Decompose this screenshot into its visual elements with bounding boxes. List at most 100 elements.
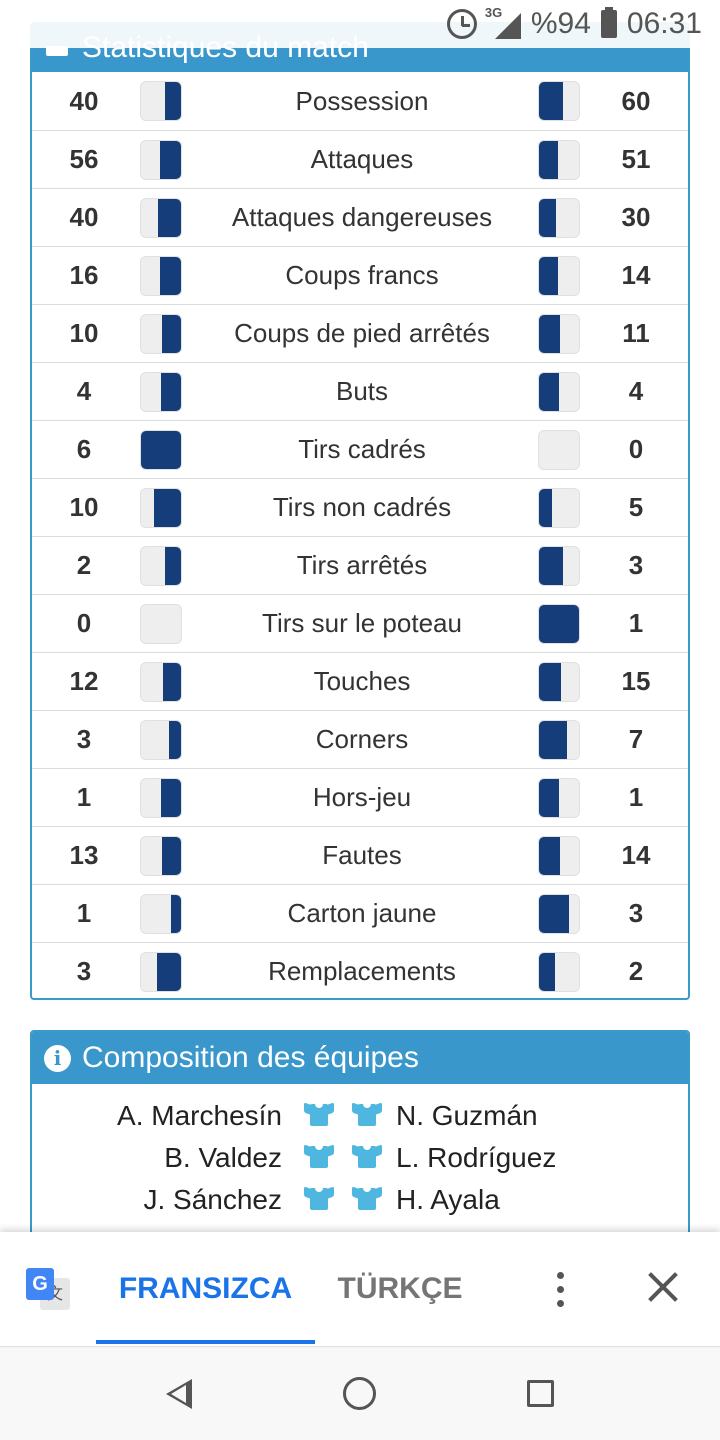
- home-bar: [140, 81, 182, 121]
- away-player-name[interactable]: L. Rodríguez: [396, 1142, 557, 1173]
- stat-label: Tirs arrêtés: [296, 550, 428, 580]
- away-bar: [538, 661, 580, 702]
- back-icon[interactable]: [166, 1379, 192, 1409]
- away-bar: [538, 893, 580, 934]
- away-bar: [538, 777, 580, 818]
- away-bar: [538, 951, 580, 992]
- home-value: 56: [69, 144, 99, 174]
- stat-row: 1 Hors-jeu 1: [32, 768, 688, 826]
- stat-row: 10 Coups de pied arrêtés 11: [32, 304, 688, 362]
- away-value: 0: [628, 434, 644, 464]
- stat-label: Attaques dangereuses: [231, 202, 493, 232]
- home-bar: [140, 661, 182, 702]
- stat-label: Hors-jeu: [312, 782, 412, 812]
- away-player-name[interactable]: H. Ayala: [396, 1184, 500, 1215]
- clock: 06:31: [626, 7, 702, 40]
- stat-row: 16 Coups francs 14: [32, 246, 688, 304]
- away-bar: [538, 487, 580, 528]
- away-value: 11: [622, 318, 650, 348]
- stat-row: 3 Remplacements 2: [32, 942, 688, 998]
- match-stats-card: Statistiques du match 40Possession6056At…: [30, 22, 690, 1000]
- home-player-name[interactable]: B. Valdez: [164, 1142, 282, 1173]
- home-value: 0: [76, 608, 92, 638]
- home-player-name[interactable]: J. Sánchez: [143, 1184, 282, 1215]
- away-bar: [538, 719, 580, 760]
- away-player-name[interactable]: N. Guzmán: [396, 1100, 538, 1131]
- stat-label: Fautes: [322, 840, 402, 870]
- stat-row: 40 Attaques dangereuses 30: [32, 188, 688, 246]
- home-value: 13: [69, 840, 99, 870]
- home-bar: [140, 197, 182, 238]
- home-bar: [140, 893, 182, 934]
- stat-label: Possession: [295, 85, 429, 116]
- away-bar: [538, 603, 580, 644]
- away-bar: [538, 835, 580, 876]
- home-player-name[interactable]: A. Marchesín: [117, 1100, 282, 1131]
- active-tab-indicator: [96, 1340, 315, 1344]
- navigation-bar: [0, 1346, 720, 1440]
- home-value: 2: [76, 550, 92, 580]
- google-translate-icon[interactable]: 文 G: [26, 1268, 70, 1312]
- home-value: 1: [76, 782, 92, 812]
- stat-label: Corners: [315, 724, 409, 754]
- home-bar: [140, 603, 182, 644]
- away-value: 7: [628, 724, 644, 754]
- home-bar: [140, 487, 182, 528]
- stat-row: 4 Buts 4: [32, 362, 688, 420]
- away-value: 60: [621, 85, 651, 116]
- stats-icon: [46, 46, 68, 56]
- signal-icon: 3G: [485, 5, 521, 39]
- shirt-icon: [304, 1144, 334, 1170]
- player-row: B. Valdez L. Rodríguez: [32, 1136, 688, 1178]
- stat-row: 1 Carton jaune 3: [32, 884, 688, 942]
- lineup-title: Composition des équipes: [82, 1041, 419, 1074]
- tab-target-language[interactable]: TÜRKÇE: [337, 1272, 463, 1305]
- home-icon[interactable]: [343, 1377, 376, 1410]
- info-icon: i: [44, 1045, 71, 1072]
- status-bar: 3G %94 06:31: [0, 0, 720, 48]
- stat-row: 3 Corners 7: [32, 710, 688, 768]
- home-value: 40: [69, 85, 99, 116]
- home-value: 3: [76, 724, 92, 754]
- close-icon[interactable]: [646, 1270, 680, 1304]
- away-value: 1: [628, 608, 644, 638]
- stat-row: 10 Tirs non cadrés 5: [32, 478, 688, 536]
- away-value: 3: [628, 898, 644, 928]
- away-bar: [538, 255, 580, 296]
- stat-label: Touches: [313, 666, 411, 696]
- stat-label: Tirs cadrés: [298, 434, 426, 464]
- away-value: 15: [621, 666, 651, 696]
- stat-label: Remplacements: [268, 956, 456, 986]
- player-list: A. Marchesín N. Guzmán B. Valdez L. Rodrígu…: [32, 1094, 688, 1220]
- recents-icon[interactable]: [527, 1380, 554, 1407]
- home-bar: [140, 139, 182, 180]
- home-bar: [140, 545, 182, 586]
- home-value: 1: [76, 898, 92, 928]
- stat-label: Carton jaune: [287, 898, 437, 928]
- away-value: 51: [621, 144, 651, 174]
- home-value: 10: [69, 492, 99, 522]
- away-value: 30: [621, 202, 651, 232]
- home-value: 3: [76, 956, 92, 986]
- home-bar: [140, 313, 182, 354]
- away-bar: [538, 429, 580, 470]
- home-value: 4: [76, 376, 92, 406]
- lineup-header[interactable]: i Composition des équipes: [32, 1032, 688, 1084]
- away-value: 2: [628, 956, 644, 986]
- home-bar: [140, 835, 182, 876]
- home-value: 10: [69, 318, 99, 348]
- shirt-icon: [352, 1102, 382, 1128]
- stat-row: 56 Attaques 51: [32, 130, 688, 188]
- stat-row: 0 Tirs sur le poteau 1: [32, 594, 688, 652]
- away-value: 3: [628, 550, 644, 580]
- player-row: J. Sánchez H. Ayala: [32, 1178, 688, 1220]
- more-options-icon[interactable]: [548, 1272, 572, 1308]
- home-bar: [140, 719, 182, 760]
- tab-source-language[interactable]: FRANSIZCA: [118, 1272, 293, 1305]
- shirt-icon: [304, 1102, 334, 1128]
- away-value: 5: [628, 492, 644, 522]
- away-value: 4: [628, 376, 644, 406]
- home-value: 16: [69, 260, 99, 290]
- stat-row: 13 Fautes 14: [32, 826, 688, 884]
- home-bar: [140, 951, 182, 992]
